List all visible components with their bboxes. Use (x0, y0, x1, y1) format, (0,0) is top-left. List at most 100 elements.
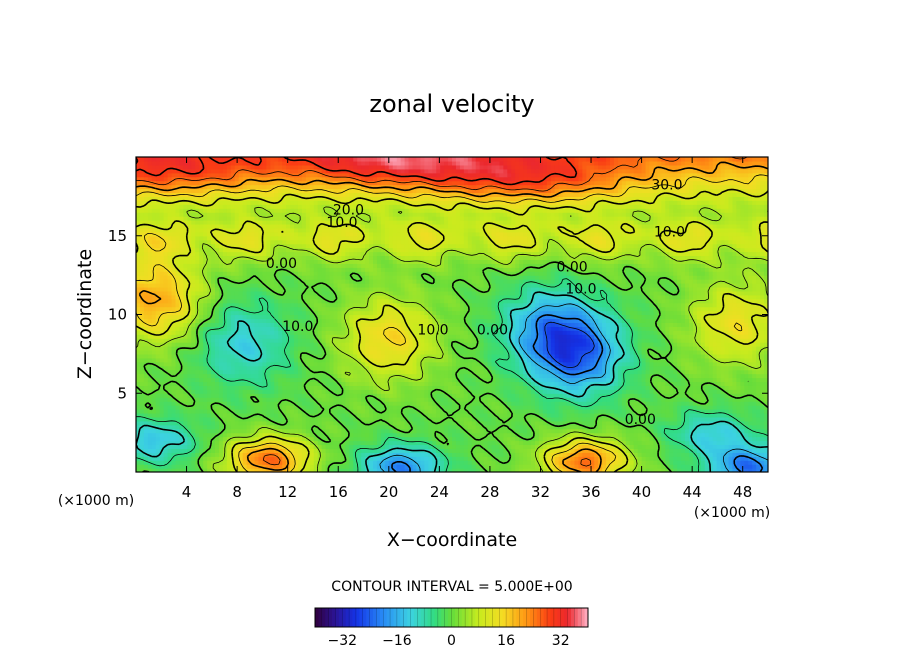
field-cell (290, 373, 295, 379)
field-cell (692, 393, 698, 398)
field-cell (582, 409, 587, 414)
field-cell (270, 373, 275, 379)
field-cell (317, 464, 323, 469)
field-cell (507, 468, 512, 472)
field-cell (143, 468, 149, 472)
field-cell (527, 420, 532, 426)
field-cell (199, 416, 204, 422)
field-cell (665, 349, 670, 355)
field-cell (645, 385, 651, 390)
field-cell (570, 456, 576, 461)
field-cell (139, 401, 145, 406)
field-cell (637, 357, 643, 363)
field-cell (242, 424, 248, 430)
field-cell (207, 381, 212, 386)
field-cell (380, 365, 386, 371)
field-cell (147, 468, 153, 472)
field-cell (179, 460, 184, 465)
field-cell (700, 428, 706, 434)
field-cell (388, 440, 394, 446)
field-cell (673, 428, 678, 434)
field-cell (629, 464, 635, 469)
field-cell (736, 440, 741, 446)
field-cell (566, 393, 572, 398)
field-cell (641, 397, 647, 402)
field-cell (136, 401, 141, 406)
field-cell (673, 424, 678, 430)
field-cell (301, 373, 307, 379)
field-cell (669, 436, 674, 442)
field-cell (503, 456, 508, 461)
field-cell (515, 353, 520, 359)
field-cell (724, 389, 730, 394)
field-cell (566, 424, 572, 430)
field-cell (175, 385, 181, 390)
field-cell (294, 420, 299, 426)
field-cell (467, 464, 473, 469)
field-cell (199, 381, 204, 386)
field-cell (689, 361, 694, 367)
field-cell (357, 409, 362, 414)
field-cell (700, 464, 706, 469)
field-cell (590, 381, 595, 386)
field-cell (191, 456, 196, 461)
field-cell (305, 373, 311, 379)
field-cell (404, 401, 410, 406)
field-cell (511, 460, 516, 465)
field-cell (491, 373, 497, 379)
field-cell (692, 349, 698, 355)
field-cell (428, 456, 433, 461)
field-cell (262, 357, 267, 363)
field-cell (301, 452, 307, 457)
field-cell (384, 365, 390, 371)
field-cell (345, 440, 350, 446)
field-cell (384, 369, 390, 375)
field-cell (203, 393, 208, 398)
field-cell (337, 412, 342, 418)
field-cell (756, 353, 761, 359)
field-cell (230, 349, 236, 355)
field-cell (590, 397, 595, 402)
field-cell (448, 424, 453, 430)
field-cell (637, 432, 643, 438)
field-cell (527, 448, 532, 453)
field-cell (689, 373, 694, 379)
field-cell (499, 420, 504, 426)
field-cell (578, 365, 583, 371)
field-cell (286, 464, 291, 469)
field-cell (309, 373, 315, 379)
field-cell (467, 412, 473, 418)
field-cell (199, 436, 204, 442)
field-cell (692, 357, 698, 363)
field-cell (712, 405, 718, 410)
field-cell (143, 353, 149, 359)
field-cell (333, 365, 339, 371)
field-cell (440, 401, 445, 406)
field-cell (155, 424, 161, 430)
field-cell (503, 416, 508, 422)
field-cell (384, 381, 390, 386)
field-cell (685, 405, 690, 410)
field-cell (345, 448, 350, 453)
field-cell (653, 361, 658, 367)
field-cell (333, 405, 339, 410)
field-cell (594, 440, 599, 446)
field-cell (384, 444, 390, 449)
field-cell (274, 397, 279, 402)
field-cell (728, 381, 734, 386)
field-cell (708, 349, 714, 355)
field-cell (353, 365, 358, 371)
field-cell (764, 409, 768, 414)
field-cell (491, 353, 497, 359)
field-cell (554, 420, 560, 426)
field-cell (380, 393, 386, 398)
field-cell (317, 401, 323, 406)
field-cell (147, 424, 153, 430)
field-cell (744, 373, 749, 379)
field-cell (361, 349, 366, 355)
field-cell (266, 346, 271, 351)
field-cell (297, 349, 303, 355)
field-cell (511, 452, 516, 457)
field-cell (669, 389, 674, 394)
field-cell (203, 468, 208, 472)
